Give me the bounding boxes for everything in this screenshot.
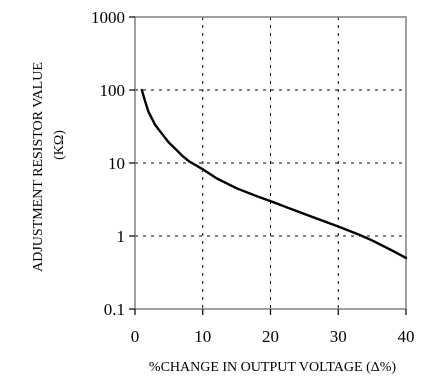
grid-lines xyxy=(135,17,406,309)
x-tick-label: 0 xyxy=(131,327,140,346)
y-axis-label: ADJUSTMENT RESISTOR VALUE xyxy=(31,62,46,272)
y-tick-label: 1 xyxy=(117,227,126,246)
y-tick-label: 0.1 xyxy=(104,300,125,319)
axis-ticks xyxy=(129,16,407,315)
series-line xyxy=(140,88,408,260)
y-tick-labels: 0.1 1 10 100 1000 xyxy=(91,8,125,319)
x-tick-label: 40 xyxy=(398,327,415,346)
x-tick-label: 30 xyxy=(330,327,347,346)
y-tick-label: 1000 xyxy=(91,8,125,27)
y-tick-label: 100 xyxy=(100,81,126,100)
y-axis-unit-label: (KΩ) xyxy=(52,130,67,160)
x-tick-label: 10 xyxy=(194,327,211,346)
x-axis-label: %CHANGE IN OUTPUT VOLTAGE (Δ%) xyxy=(149,360,396,375)
x-tick-labels: 0 10 20 30 40 xyxy=(131,327,415,346)
y-tick-label: 10 xyxy=(108,154,125,173)
x-tick-label: 20 xyxy=(262,327,279,346)
